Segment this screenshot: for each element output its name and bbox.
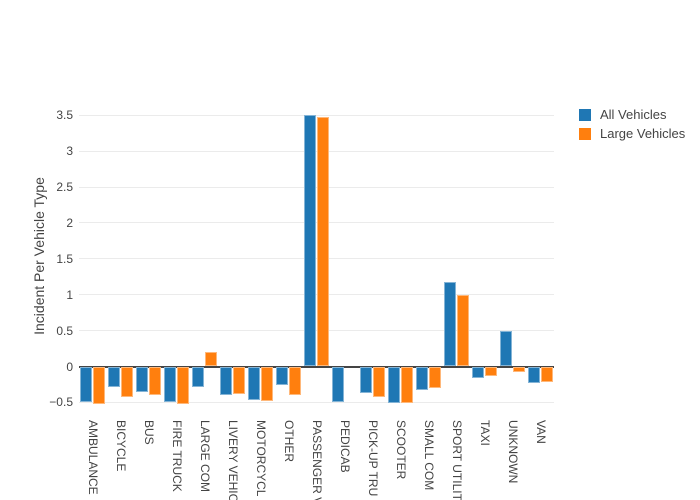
bar[interactable] xyxy=(456,294,469,367)
x-tick-label: AMBULANCE xyxy=(86,420,101,495)
zero-line xyxy=(79,365,554,368)
gridline xyxy=(79,401,554,403)
x-tick-label: VAN xyxy=(533,420,548,444)
bar[interactable] xyxy=(471,366,484,378)
bar[interactable] xyxy=(527,366,540,383)
bar[interactable] xyxy=(484,366,497,376)
bar[interactable] xyxy=(192,366,205,388)
bar[interactable] xyxy=(304,115,316,367)
y-tick-label: 3 xyxy=(66,144,73,159)
x-tick-label: PICK-UP TRU xyxy=(365,420,380,497)
legend-label-large-vehicles: Large Vehicles xyxy=(600,126,686,141)
bar[interactable] xyxy=(164,366,177,402)
bar[interactable] xyxy=(317,117,329,367)
bar[interactable] xyxy=(512,366,525,373)
gridline xyxy=(79,294,554,296)
bar[interactable] xyxy=(149,366,162,396)
gridline xyxy=(79,330,554,332)
bar[interactable] xyxy=(261,366,274,401)
bar[interactable] xyxy=(121,366,134,398)
legend-swatch-large-vehicles xyxy=(579,127,591,140)
bar[interactable] xyxy=(233,366,246,394)
x-tick-label: BUS xyxy=(142,420,157,445)
x-tick-label: OTHER xyxy=(282,420,297,462)
bar[interactable] xyxy=(499,331,512,367)
bar[interactable] xyxy=(331,366,344,403)
bar[interactable] xyxy=(359,366,372,394)
bar[interactable] xyxy=(372,366,385,398)
legend-swatch-all-vehicles xyxy=(579,108,591,121)
bar[interactable] xyxy=(428,366,441,389)
y-tick-label: 1 xyxy=(66,287,73,302)
y-tick-label: 0.5 xyxy=(56,323,73,338)
gridline xyxy=(79,186,554,188)
bar[interactable] xyxy=(108,366,121,388)
x-tick-label: UNKNOWN xyxy=(505,420,520,484)
y-tick-label: −0.5 xyxy=(49,395,73,410)
gridline xyxy=(79,114,554,116)
x-tick-label: FIRE TRUCK xyxy=(170,420,185,492)
gridline xyxy=(79,150,554,152)
x-tick-label: LARGE COM xyxy=(198,420,213,493)
x-tick-label: BICYCLE xyxy=(114,420,129,472)
bar[interactable] xyxy=(276,366,289,386)
x-tick-label: PEDICAB xyxy=(337,420,352,473)
bar[interactable] xyxy=(540,366,553,382)
legend-item-all-vehicles[interactable]: All Vehicles xyxy=(579,105,699,124)
bar[interactable] xyxy=(177,366,190,404)
bar[interactable] xyxy=(220,366,233,396)
y-tick-label: 3.5 xyxy=(56,108,73,123)
gridline xyxy=(79,258,554,260)
bar[interactable] xyxy=(443,282,456,367)
y-tick-label: 0 xyxy=(66,359,73,374)
bar[interactable] xyxy=(205,352,218,367)
bar[interactable] xyxy=(415,366,428,391)
bar[interactable] xyxy=(93,366,106,404)
y-tick-label: 2 xyxy=(66,215,73,230)
x-tick-label: SMALL COM xyxy=(421,420,436,491)
x-tick-label: SCOOTER xyxy=(393,420,408,480)
bar[interactable] xyxy=(400,366,413,404)
y-tick-label: 2.5 xyxy=(56,180,73,194)
x-tick-label: LIVERY VEHIC xyxy=(226,420,241,500)
bar[interactable] xyxy=(289,366,302,396)
x-tick-label: MOTORCYCL xyxy=(254,420,269,497)
legend-label-all-vehicles: All Vehicles xyxy=(600,107,667,122)
gridline xyxy=(79,222,554,224)
bar[interactable] xyxy=(387,366,400,404)
legend-item-large-vehicles[interactable]: Large Vehicles xyxy=(579,124,699,143)
bar[interactable] xyxy=(80,366,93,402)
bar[interactable] xyxy=(248,366,261,400)
y-tick-label: 1.5 xyxy=(56,251,73,266)
bar[interactable] xyxy=(136,366,149,393)
x-tick-label: PASSENGER V xyxy=(310,420,324,500)
legend: All Vehicles Large Vehicles xyxy=(579,105,699,143)
y-axis-title: Incident Per Vehicle Type xyxy=(31,177,47,335)
x-tick-label: TAXI xyxy=(477,420,492,446)
x-tick-label: SPORT UTILIT xyxy=(449,420,464,500)
